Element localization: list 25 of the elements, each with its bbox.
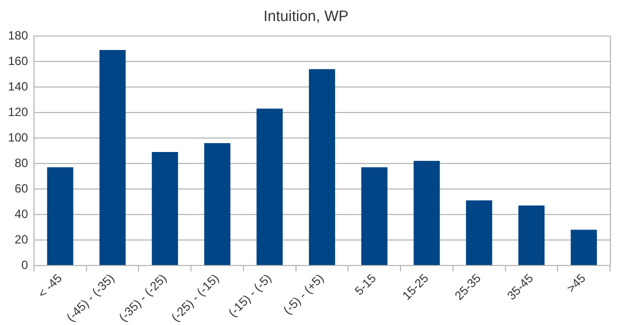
bar [308, 69, 336, 265]
y-tick-label: 40 [14, 206, 28, 221]
y-tick-label: 80 [14, 156, 28, 170]
bar [204, 143, 230, 265]
bar [414, 160, 440, 265]
y-tick-label: 140 [8, 79, 28, 94]
x-tick-label: < -45 [35, 270, 65, 301]
y-tick-label: 180 [8, 28, 28, 42]
y-tick-label: 0 [21, 258, 28, 272]
x-tick-label: (-5) - (+5) [280, 271, 326, 318]
bar [518, 206, 545, 265]
y-tick-label: 60 [14, 181, 28, 196]
bar [152, 152, 178, 265]
y-tick-label: 20 [14, 232, 28, 246]
bar [99, 50, 126, 265]
bar [570, 230, 597, 265]
y-tick-label: 100 [8, 130, 28, 144]
bar [361, 167, 388, 265]
bar [47, 167, 74, 265]
bar [256, 108, 283, 265]
bar [466, 200, 492, 265]
y-tick-label: 160 [8, 54, 28, 68]
y-tick-label: 120 [8, 104, 28, 119]
chart-title: Intuition, WP [263, 8, 349, 26]
x-tick-label: >45 [564, 270, 589, 296]
